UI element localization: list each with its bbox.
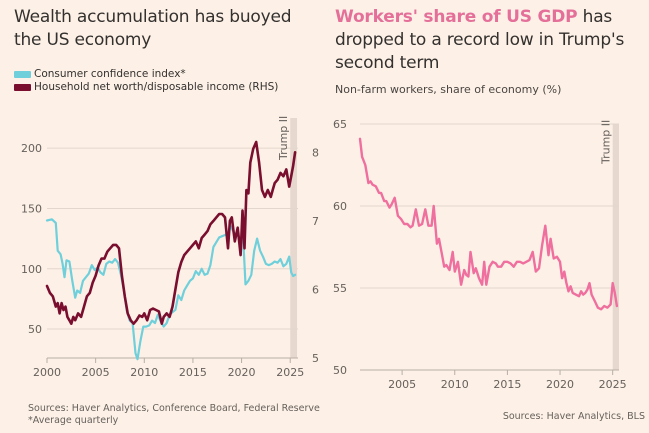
- trump-shaded-band: [612, 124, 619, 370]
- legend-label-confidence: Consumer confidence index*: [34, 68, 186, 80]
- x-tick-label: 2005: [388, 378, 416, 391]
- x-tick-label: 2015: [493, 378, 521, 391]
- right-chart-sources: Sources: Haver Analytics, BLS: [502, 411, 645, 422]
- series-line-household-net-worth: [45, 140, 297, 325]
- legend-item-confidence: Consumer confidence index*: [14, 68, 278, 81]
- right-chart-title: Workers' share of US GDP has dropped to …: [335, 6, 640, 75]
- x-tick-label: 2025: [599, 378, 627, 391]
- x-tick-label: 2000: [33, 366, 61, 379]
- left-chart-legend: Consumer confidence index* Household net…: [14, 68, 278, 94]
- y-right-tick-label: 8: [312, 146, 319, 159]
- y-tick-label: 50: [333, 364, 347, 377]
- left-chart-sources: Sources: Haver Analytics, Conference Boa…: [28, 403, 320, 427]
- legend-label-networth: Household net worth/disposable income (R…: [34, 81, 279, 93]
- x-tick-label: 2025: [276, 366, 304, 379]
- x-tick-label: 2010: [130, 366, 158, 379]
- series-line-consumer-confidence: [45, 218, 297, 361]
- x-tick-label: 2020: [228, 366, 256, 379]
- x-tick-label: 2005: [82, 366, 110, 379]
- y-left-tick-label: 150: [21, 202, 42, 215]
- trump-ii-annotation: Trump II: [277, 116, 290, 161]
- y-left-tick-label: 200: [21, 142, 42, 155]
- trump-shaded-band: [290, 118, 298, 358]
- y-left-tick-label: 50: [28, 323, 42, 336]
- left-chart-title: Wealth accumulation has buoyed the US ec…: [14, 7, 292, 50]
- y-tick-label: 60: [333, 200, 347, 213]
- legend-swatch-networth: [14, 84, 31, 91]
- right-chart-plot: 50 55 60 65 2005 2010 2015 2020 2025 Trump II: [333, 118, 627, 391]
- y-tick-label: 55: [333, 282, 347, 295]
- y-tick-label: 65: [333, 118, 347, 131]
- x-tick-label: 2010: [441, 378, 469, 391]
- series-line-workers-share: [358, 137, 619, 311]
- right-chart-title-rest: has dropped to a record low in Trump's s…: [335, 7, 625, 73]
- left-footnote-text: *Average quarterly: [28, 415, 119, 426]
- trump-ii-annotation: Trump II: [600, 120, 613, 165]
- left-sources-text: Sources: Haver Analytics, Conference Boa…: [28, 403, 320, 414]
- x-tick-label: 2015: [179, 366, 207, 379]
- legend-item-networth: Household net worth/disposable income (R…: [14, 81, 278, 94]
- left-chart-panel: Wealth accumulation has buoyed the US ec…: [14, 7, 320, 427]
- y-left-tick-label: 100: [21, 263, 42, 276]
- y-right-tick-label: 7: [312, 215, 319, 228]
- y-right-tick-label: 5: [312, 352, 319, 365]
- y-right-tick-label: 6: [312, 283, 319, 296]
- right-chart-panel: Workers' share of US GDP has dropped to …: [325, 0, 649, 433]
- right-chart-title-highlight: Workers' share of US GDP: [335, 7, 578, 27]
- legend-swatch-confidence: [14, 71, 31, 78]
- right-chart-subtitle: Non-farm workers, share of economy (%): [335, 83, 562, 96]
- x-tick-label: 2020: [546, 378, 574, 391]
